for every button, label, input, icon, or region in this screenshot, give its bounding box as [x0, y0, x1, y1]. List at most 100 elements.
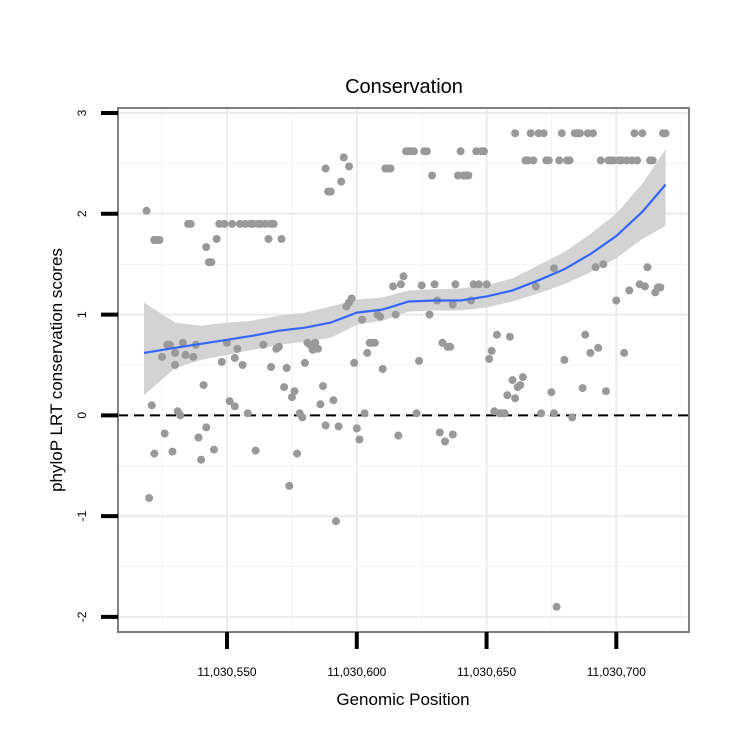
data-point	[539, 129, 548, 138]
data-point	[500, 409, 509, 418]
data-point	[370, 338, 379, 347]
data-point	[199, 381, 208, 390]
data-point	[620, 348, 629, 357]
data-point	[661, 129, 670, 138]
data-point	[319, 382, 327, 391]
data-point	[269, 219, 278, 228]
data-point	[311, 338, 320, 347]
data-point	[643, 263, 652, 272]
data-point	[555, 156, 564, 165]
y-tick-label: 1	[75, 311, 89, 318]
data-point	[230, 353, 239, 362]
data-point	[386, 164, 395, 173]
confidence-band-area	[144, 149, 666, 396]
x-tick-label: 11,030,650	[457, 665, 516, 679]
data-point	[612, 296, 621, 305]
data-point	[345, 162, 353, 171]
data-point	[165, 340, 174, 349]
data-point	[391, 310, 400, 319]
data-point	[334, 422, 343, 431]
data-point	[503, 391, 512, 400]
data-point	[552, 602, 561, 611]
data-point	[212, 235, 221, 243]
data-point	[171, 361, 180, 369]
data-point	[233, 344, 242, 353]
data-point	[376, 312, 385, 321]
data-point	[482, 280, 491, 289]
data-point	[217, 357, 226, 366]
data-point	[557, 129, 566, 138]
data-point	[591, 263, 600, 272]
data-point	[194, 433, 203, 442]
y-axis: -2 -1 0 1 2 3	[75, 109, 118, 622]
data-point	[332, 517, 340, 526]
data-point	[142, 206, 151, 215]
data-point	[451, 280, 460, 289]
data-point	[409, 147, 418, 156]
data-point	[267, 363, 276, 371]
data-point	[360, 409, 369, 418]
data-point	[568, 413, 577, 422]
data-point	[282, 364, 291, 372]
x-axis-label: Genomic Position	[336, 690, 469, 709]
data-point	[511, 394, 520, 403]
data-point	[526, 129, 535, 138]
data-point	[363, 348, 372, 357]
data-point	[287, 393, 296, 402]
data-point	[581, 330, 590, 339]
data-point	[189, 352, 198, 361]
data-point	[464, 171, 473, 180]
data-point	[560, 355, 569, 364]
data-point	[578, 384, 587, 393]
data-point	[264, 235, 273, 243]
data-point	[633, 156, 642, 165]
data-point	[550, 409, 558, 418]
data-point	[656, 283, 665, 292]
data-point	[544, 156, 553, 165]
data-point	[230, 402, 239, 411]
data-point	[220, 219, 229, 228]
data-point	[430, 280, 439, 289]
data-point	[550, 264, 558, 273]
data-point	[210, 445, 218, 454]
points-layer	[142, 129, 670, 611]
data-point	[474, 280, 483, 289]
x-axis: 11,030,550 11,030,600 11,030,650 11,030,700	[197, 632, 646, 679]
data-point	[518, 373, 527, 382]
data-point	[355, 435, 364, 444]
data-point	[565, 156, 574, 165]
data-point	[601, 387, 610, 396]
data-point	[448, 430, 457, 439]
data-point	[596, 156, 605, 165]
x-tick-label: 11,030,700	[587, 665, 646, 679]
data-point	[321, 164, 330, 173]
data-point	[277, 235, 286, 243]
data-point	[155, 236, 164, 244]
data-point	[158, 352, 167, 361]
data-point	[147, 401, 156, 410]
data-point	[329, 396, 338, 405]
data-point	[171, 348, 180, 357]
data-point	[150, 449, 159, 458]
data-point	[589, 129, 597, 138]
data-point	[145, 494, 154, 502]
data-point	[168, 447, 177, 456]
data-point	[326, 187, 335, 196]
data-point	[511, 129, 520, 138]
data-point	[586, 348, 595, 357]
data-point	[251, 446, 260, 455]
x-tick-label: 11,030,600	[327, 665, 386, 679]
y-tick-label: -2	[75, 611, 89, 622]
data-point	[259, 340, 268, 349]
y-tick-label: -1	[75, 510, 89, 521]
data-point	[441, 437, 449, 446]
data-point	[480, 147, 488, 156]
data-point	[399, 272, 408, 281]
data-point	[389, 282, 398, 291]
data-point	[435, 428, 444, 437]
data-point	[202, 243, 211, 252]
data-point	[599, 260, 608, 269]
data-point	[347, 294, 356, 303]
data-point	[337, 177, 346, 186]
